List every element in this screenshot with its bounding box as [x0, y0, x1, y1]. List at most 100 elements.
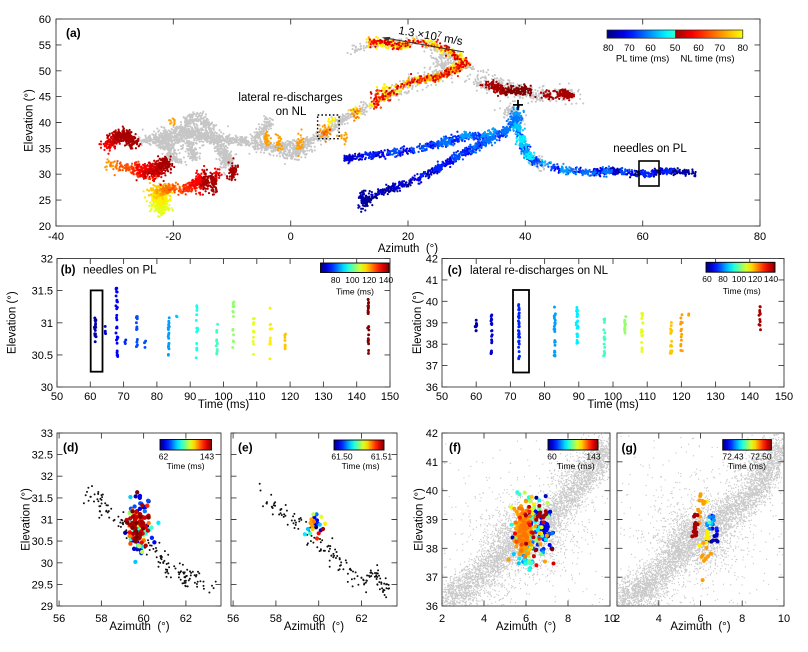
svg-text:-40: -40	[48, 231, 64, 243]
svg-text:(c): (c)	[448, 265, 462, 277]
svg-text:130: 130	[314, 391, 332, 403]
svg-text:29: 29	[41, 601, 53, 613]
svg-text:70: 70	[504, 391, 516, 403]
svg-text:58: 58	[270, 613, 282, 625]
svg-text:Elevation (°): Elevation (°)	[7, 291, 19, 354]
svg-text:Elevation (°): Elevation (°)	[412, 291, 424, 354]
svg-text:42: 42	[426, 254, 438, 266]
svg-text:Azimuth (°): Azimuth (°)	[378, 243, 438, 255]
svg-text:Azimuth (°): Azimuth (°)	[496, 621, 556, 633]
svg-text:56: 56	[53, 613, 65, 625]
svg-text:60: 60	[39, 14, 51, 26]
svg-text:30: 30	[41, 382, 53, 394]
svg-text:Elevation (°): Elevation (°)	[24, 89, 36, 152]
svg-text:140: 140	[741, 391, 759, 403]
svg-text:37: 37	[426, 572, 438, 584]
svg-text:20: 20	[39, 221, 51, 233]
svg-text:36: 36	[426, 382, 438, 394]
svg-text:32: 32	[41, 471, 53, 483]
svg-text:40: 40	[39, 118, 51, 130]
svg-text:Time (ms): Time (ms)	[587, 399, 638, 411]
svg-text:31: 31	[41, 318, 53, 330]
svg-text:8: 8	[565, 613, 571, 625]
svg-text:PL time (ms): PL time (ms)	[616, 54, 669, 65]
svg-text:100: 100	[345, 275, 359, 285]
svg-text:29.5: 29.5	[32, 579, 53, 591]
svg-text:90: 90	[573, 391, 585, 403]
svg-text:Elevation (°): Elevation (°)	[21, 488, 33, 551]
svg-text:40: 40	[519, 231, 531, 243]
svg-text:(f): (f)	[449, 441, 461, 455]
svg-text:120: 120	[362, 275, 376, 285]
svg-text:30.5: 30.5	[32, 536, 53, 548]
svg-text:35: 35	[39, 143, 51, 155]
svg-text:90: 90	[184, 391, 196, 403]
svg-text:130: 130	[706, 391, 724, 403]
svg-text:lateral re-discharges: lateral re-discharges	[238, 92, 342, 104]
svg-text:33: 33	[41, 428, 53, 440]
svg-text:Azimuth (°): Azimuth (°)	[284, 621, 344, 633]
svg-text:60: 60	[645, 43, 656, 54]
svg-text:140: 140	[379, 275, 393, 285]
svg-text:Elevation (°): Elevation (°)	[414, 488, 426, 551]
svg-text:Time (ms): Time (ms)	[198, 399, 249, 411]
svg-text:Time (ms): Time (ms)	[723, 286, 761, 296]
svg-text:41: 41	[426, 457, 438, 469]
svg-text:4: 4	[481, 613, 487, 625]
svg-text:61.50: 61.50	[331, 452, 353, 462]
svg-text:Time (ms): Time (ms)	[728, 461, 766, 471]
svg-text:-20: -20	[165, 231, 181, 243]
svg-text:32.5: 32.5	[32, 450, 53, 462]
svg-text:6: 6	[697, 613, 703, 625]
svg-text:61.51: 61.51	[371, 452, 393, 462]
svg-text:Time (ms): Time (ms)	[336, 287, 374, 297]
svg-text:80: 80	[538, 391, 550, 403]
svg-text:120: 120	[672, 391, 690, 403]
svg-text:60: 60	[313, 613, 325, 625]
svg-text:39: 39	[426, 515, 438, 527]
svg-text:56: 56	[227, 613, 239, 625]
svg-text:50: 50	[39, 66, 51, 78]
svg-text:100: 100	[214, 391, 232, 403]
svg-text:62: 62	[159, 452, 169, 462]
svg-text:150: 150	[775, 391, 793, 403]
svg-text:38: 38	[426, 339, 438, 351]
svg-text:31.5: 31.5	[32, 493, 53, 505]
svg-text:36: 36	[426, 601, 438, 613]
svg-text:143: 143	[200, 452, 214, 462]
svg-text:80: 80	[718, 274, 728, 284]
svg-text:31: 31	[41, 515, 53, 527]
svg-text:55: 55	[39, 40, 51, 52]
svg-text:70: 70	[714, 43, 725, 54]
svg-text:58: 58	[95, 613, 107, 625]
svg-text:100: 100	[732, 274, 746, 284]
svg-text:80: 80	[331, 275, 341, 285]
svg-text:lateral re-discharges on NL: lateral re-discharges on NL	[470, 265, 609, 277]
svg-text:6: 6	[523, 613, 529, 625]
svg-text:80: 80	[754, 231, 766, 243]
svg-text:62: 62	[180, 613, 192, 625]
svg-text:(b): (b)	[61, 265, 76, 277]
svg-text:4: 4	[656, 613, 662, 625]
svg-text:120: 120	[281, 391, 299, 403]
svg-text:50: 50	[436, 391, 448, 403]
svg-text:2: 2	[614, 613, 620, 625]
svg-text:(g): (g)	[622, 441, 637, 455]
svg-text:60: 60	[637, 231, 649, 243]
svg-text:143: 143	[586, 452, 600, 462]
svg-text:50: 50	[51, 391, 63, 403]
svg-text:2: 2	[439, 613, 445, 625]
svg-text:Azimuth (°): Azimuth (°)	[670, 621, 730, 633]
svg-text:60: 60	[84, 391, 96, 403]
svg-text:80: 80	[603, 43, 614, 54]
svg-text:(e): (e)	[238, 441, 253, 455]
svg-text:Time (ms): Time (ms)	[342, 461, 380, 471]
svg-text:needles on PL: needles on PL	[613, 143, 687, 155]
svg-text:37: 37	[426, 361, 438, 373]
svg-text:72.43: 72.43	[722, 452, 744, 462]
svg-text:60: 60	[702, 274, 712, 284]
svg-text:62: 62	[355, 613, 367, 625]
svg-text:80: 80	[738, 43, 749, 54]
svg-text:60: 60	[547, 452, 557, 462]
svg-text:38: 38	[426, 543, 438, 555]
